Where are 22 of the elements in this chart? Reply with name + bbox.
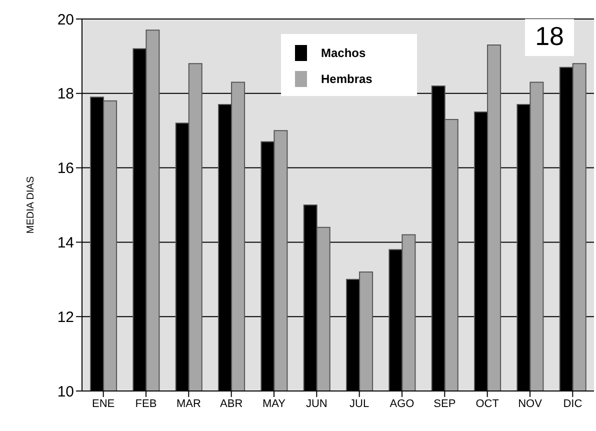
x-tick-label: NOV — [518, 398, 543, 410]
x-tick-label: SEP — [434, 398, 456, 410]
y-tick-label: 12 — [57, 308, 74, 326]
x-tick-label: FEB — [135, 398, 157, 410]
legend-label: Machos — [321, 46, 366, 60]
x-tick-label: ABR — [220, 398, 243, 410]
y-tick-label: 20 — [57, 11, 74, 28]
x-tick-label: OCT — [476, 398, 500, 410]
x-tick-label: JUL — [350, 398, 370, 410]
x-tick-label: MAY — [262, 398, 286, 410]
annotation: 18 — [525, 19, 574, 56]
y-axis-title: MEDIA DIAS — [26, 176, 37, 234]
x-tick-label: AGO — [390, 398, 415, 410]
y-tick-label: 10 — [57, 383, 74, 400]
x-tick-label: DIC — [563, 398, 582, 410]
y-tick-label: 16 — [57, 160, 74, 178]
y-tick-label: 14 — [57, 234, 74, 252]
x-tick-label: ENE — [92, 398, 115, 410]
x-tick-label: JUN — [306, 398, 328, 410]
legend-label: Hembras — [321, 72, 372, 86]
y-tick-label: 18 — [57, 86, 74, 103]
x-tick-label: MAR — [176, 398, 201, 410]
